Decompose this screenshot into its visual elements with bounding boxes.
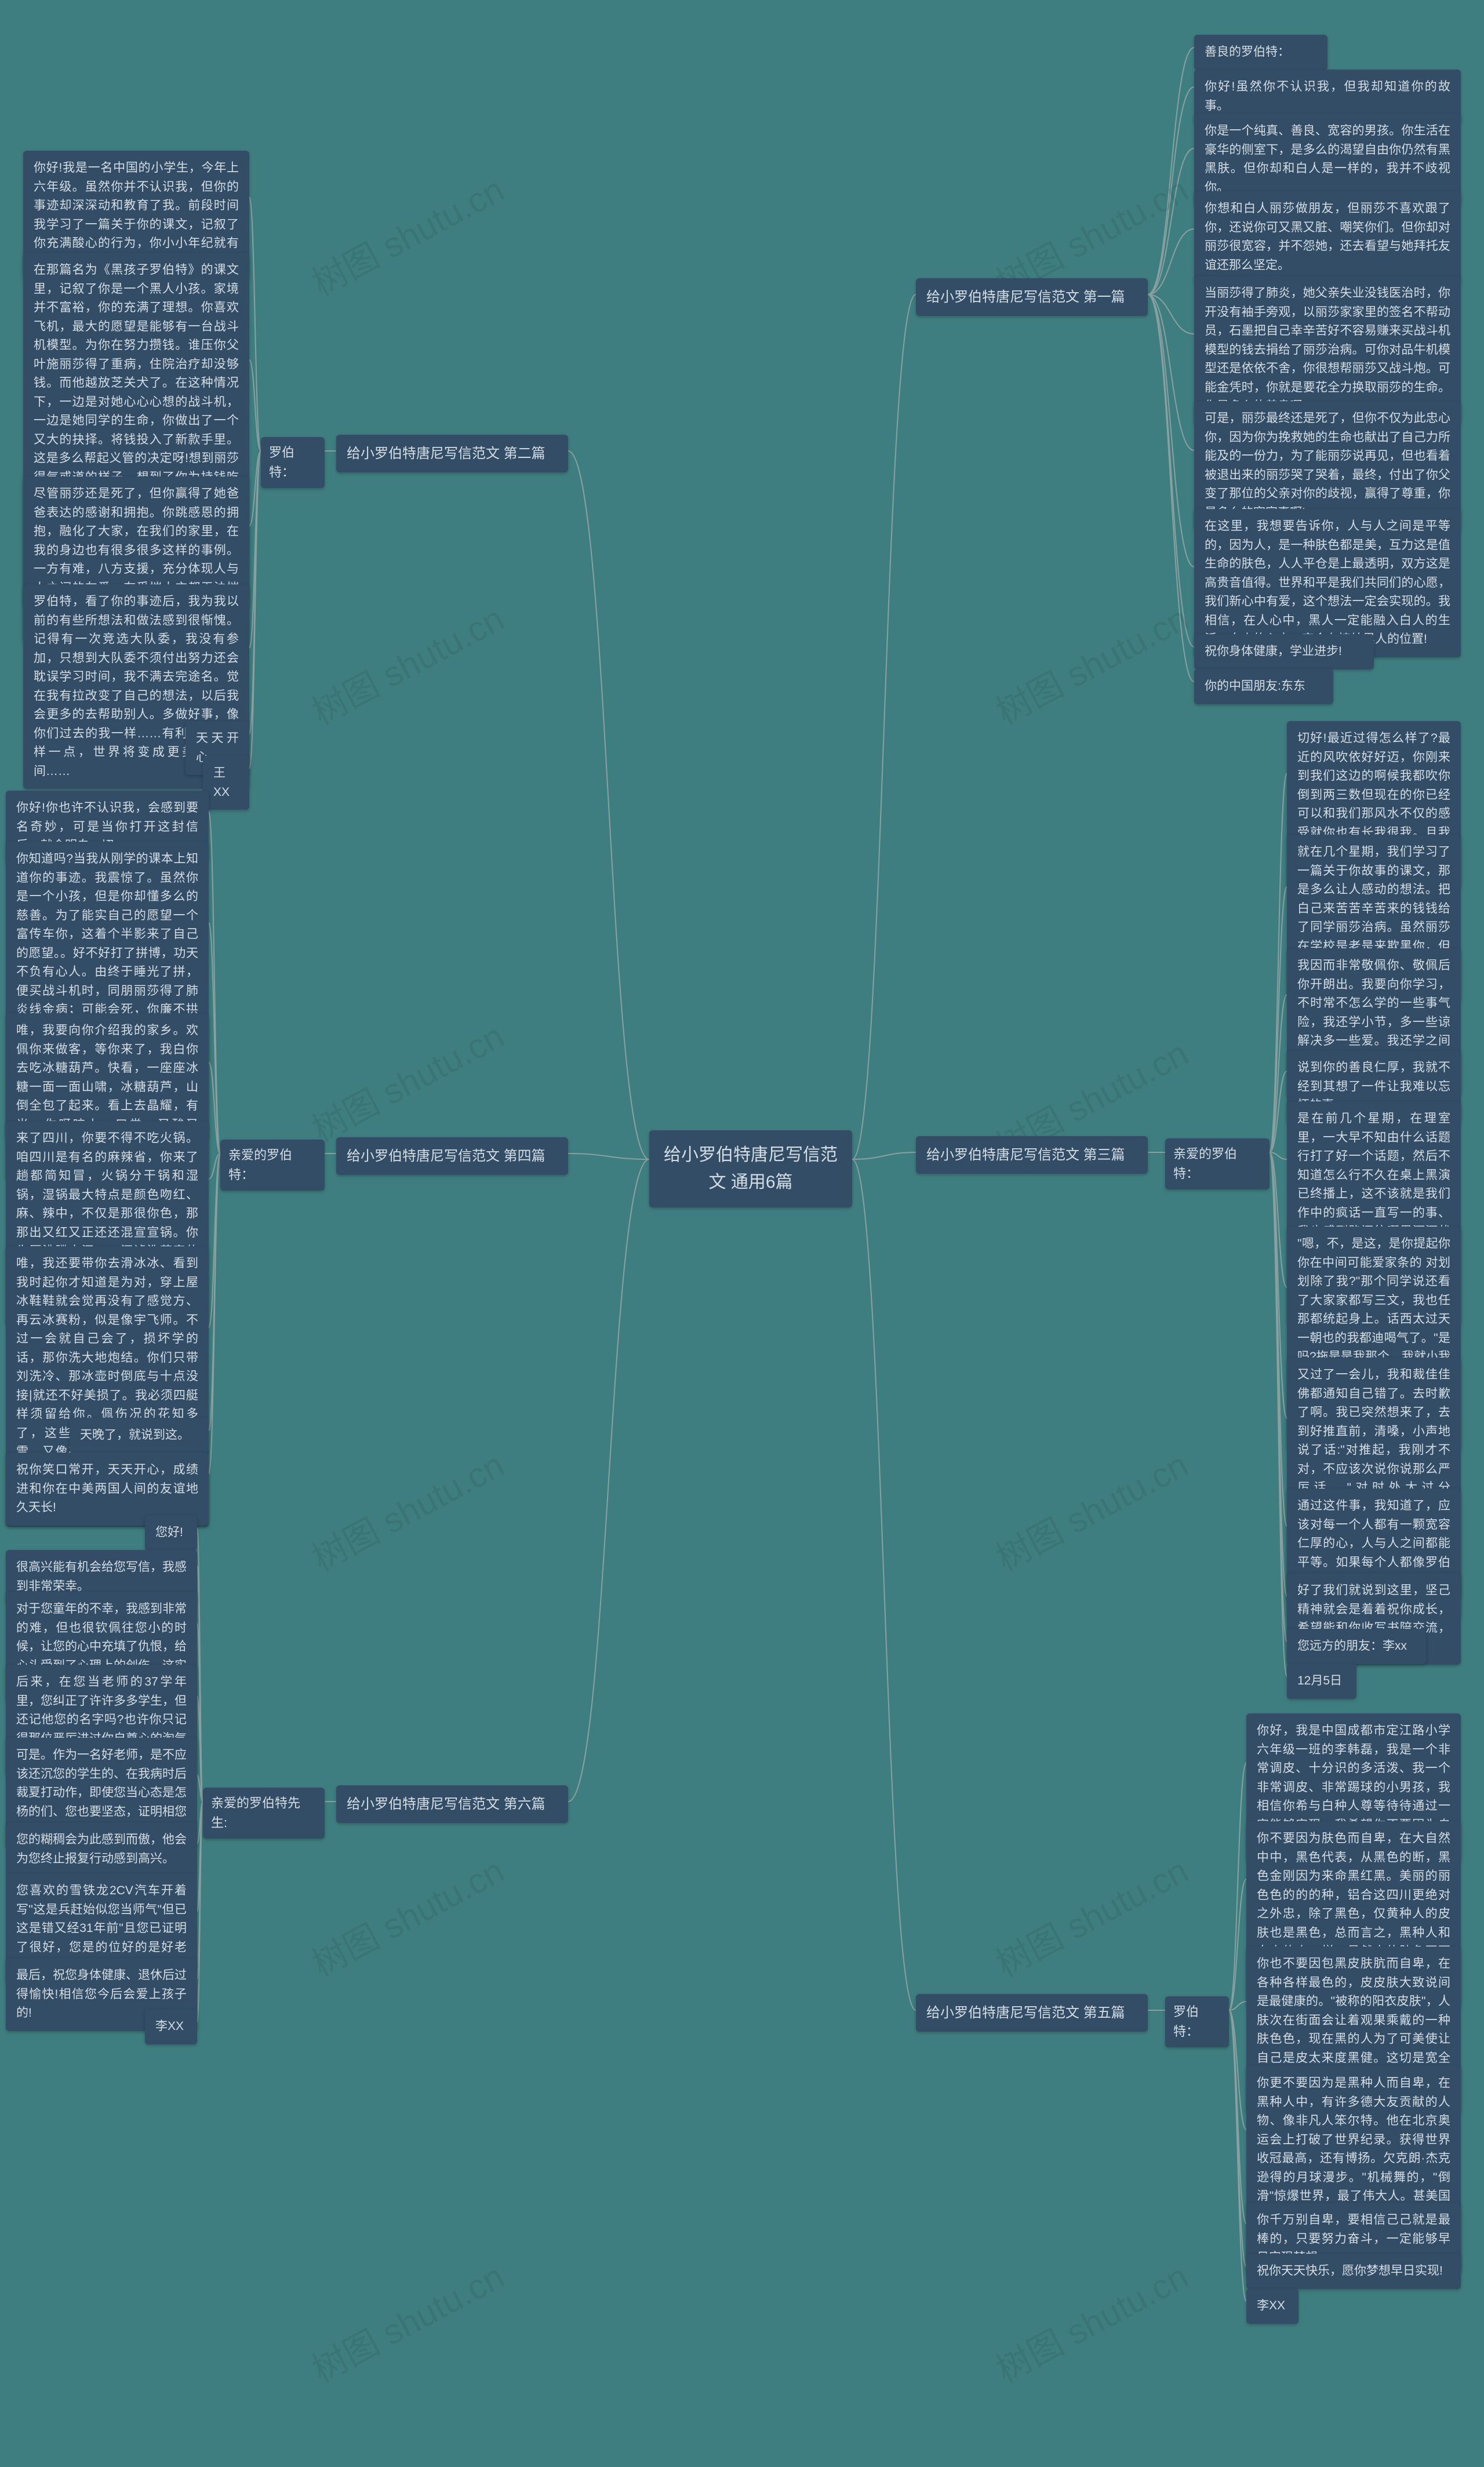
leaf-node[interactable]: 12月5日 (1287, 1664, 1356, 1699)
watermark: 树图 shutu.cn (302, 162, 512, 305)
sub-node[interactable]: 罗伯特： (1165, 1996, 1229, 2047)
leaf-node[interactable]: 您的糊稠会为此感到而傲，他会为您终止报复行动感到高兴。 (6, 1822, 197, 1876)
branch-node[interactable]: 给小罗伯特唐尼写信范文 第五篇 (916, 1994, 1148, 2032)
leaf-node[interactable]: 您好! (145, 1515, 197, 1551)
watermark: 树图 shutu.cn (302, 1843, 512, 1986)
sub-node[interactable]: 亲爱的罗伯特先生: (203, 1788, 325, 1839)
watermark: 树图 shutu.cn (302, 1438, 512, 1581)
watermark: 树图 shutu.cn (986, 2249, 1196, 2392)
watermark: 树图 shutu.cn (302, 1009, 512, 1152)
leaf-node[interactable]: 你的中国朋友:东东 (1194, 669, 1333, 704)
watermark: 树图 shutu.cn (986, 1843, 1196, 1986)
branch-node[interactable]: 给小罗伯特唐尼写信范文 第六篇 (336, 1785, 568, 1823)
watermark: 树图 shutu.cn (302, 2249, 512, 2392)
branch-node[interactable]: 给小罗伯特唐尼写信范文 第二篇 (336, 435, 568, 472)
branch-node[interactable]: 给小罗伯特唐尼写信范文 第四篇 (336, 1137, 568, 1175)
center-node[interactable]: 给小罗伯特唐尼写信范文 通用6篇 (649, 1130, 852, 1207)
leaf-node[interactable]: 天晚了，就说到这。 (70, 1418, 209, 1453)
leaf-node[interactable]: 你想和白人丽莎做朋友，但丽莎不喜欢跟了你，还说你可又黑又脏、嘲笑你们。但你却对丽… (1194, 191, 1461, 283)
leaf-node[interactable]: 祝你笑口常开，天天开心，成绩进和你在中美两国人间的友谊地久天长! (6, 1453, 209, 1526)
watermark: 树图 shutu.cn (986, 591, 1196, 734)
leaf-node[interactable]: 王XX (203, 756, 249, 810)
sub-node[interactable]: 罗伯特： (261, 437, 325, 488)
leaf-node[interactable]: 祝你身体健康，学业进步! (1194, 634, 1374, 669)
mindmap-canvas: 树图 shutu.cn 树图 shutu.cn 树图 shutu.cn 树图 shut… (0, 0, 1484, 2467)
leaf-node[interactable]: 祝你天天快乐，愿你梦想早日实现! (1246, 2254, 1461, 2289)
leaf-node[interactable]: 善良的罗伯特： (1194, 35, 1327, 70)
sub-node[interactable]: 亲爱的罗伯特： (1165, 1138, 1270, 1189)
branch-node[interactable]: 给小罗伯特唐尼写信范文 第一篇 (916, 278, 1148, 316)
leaf-node[interactable]: 李XX (1246, 2288, 1298, 2324)
leaf-node[interactable]: 您远方的朋友：李xx (1287, 1629, 1426, 1664)
sub-node[interactable]: 亲爱的罗伯特： (220, 1140, 325, 1191)
leaf-node[interactable]: 李XX (145, 2009, 197, 2044)
branch-node[interactable]: 给小罗伯特唐尼写信范文 第三篇 (916, 1136, 1148, 1174)
watermark: 树图 shutu.cn (302, 591, 512, 734)
watermark: 树图 shutu.cn (986, 1438, 1196, 1581)
